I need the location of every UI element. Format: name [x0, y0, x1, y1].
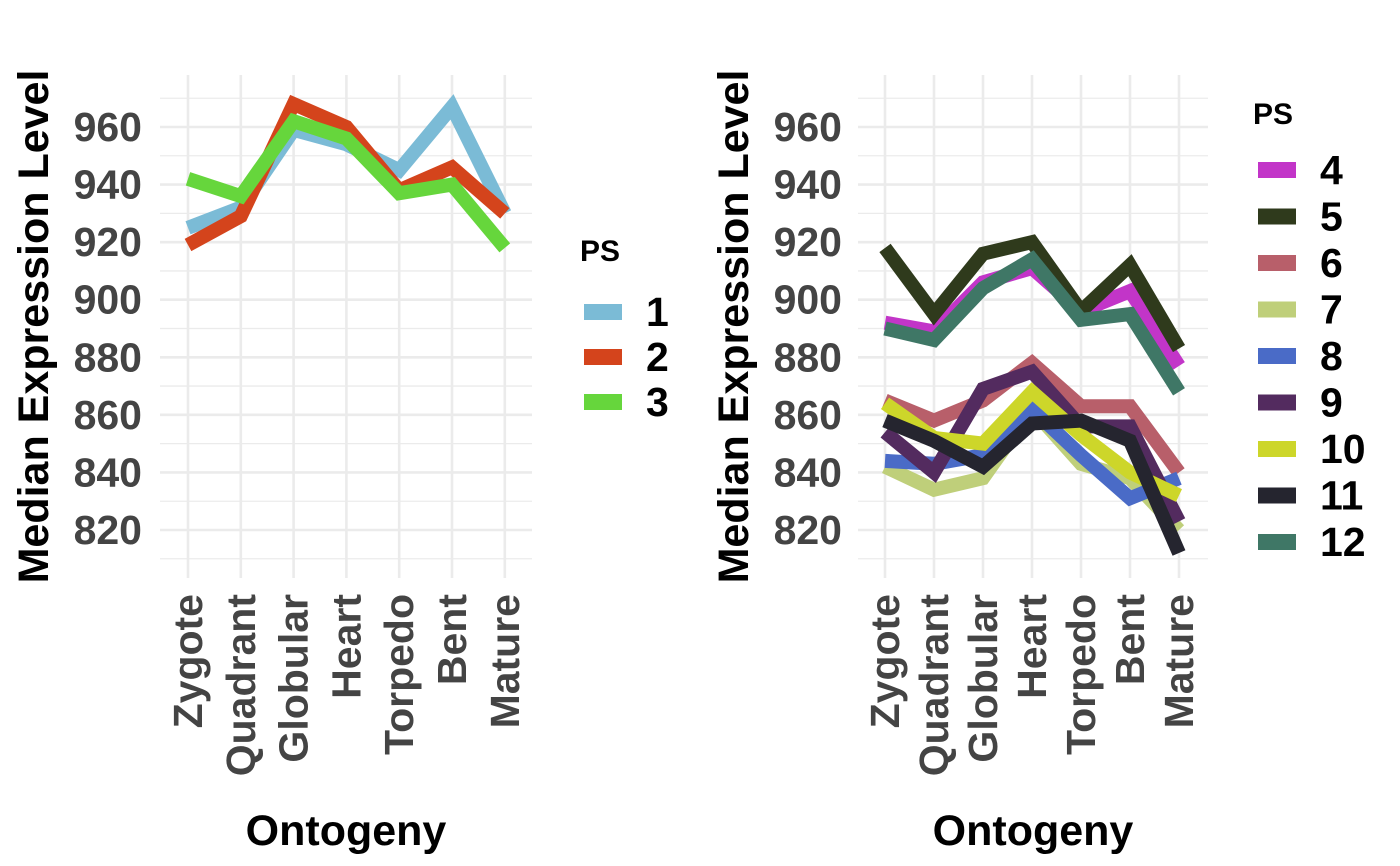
x-tick-label: Mature	[1156, 594, 1202, 728]
y-tick-label: 860	[774, 392, 842, 438]
legend-label: 3	[646, 379, 669, 425]
x-tick-label: Heart	[323, 594, 369, 699]
legend-label: 2	[646, 334, 669, 380]
legend-label: 8	[1320, 333, 1343, 379]
legend-label: 6	[1320, 240, 1343, 286]
legend-label: 1	[646, 289, 669, 335]
legend-label: 5	[1320, 194, 1343, 240]
chart-panel-2: 820 840 860 880 900 920 940 960 Zygote Quadrant Gl…	[710, 70, 1366, 855]
y-tick-label: 920	[774, 219, 842, 265]
y-tick-label: 940	[74, 162, 142, 208]
y-axis-title: Median Expression Level	[10, 70, 58, 584]
legend-key-ps-1	[584, 304, 622, 320]
legend-key-ps-6	[1258, 255, 1296, 271]
legend-label: 10	[1320, 426, 1366, 472]
legend-key-ps-12	[1258, 534, 1296, 550]
y-tick-label: 880	[74, 334, 142, 380]
series-line-ps-6	[882, 353, 1185, 477]
y-tick-label: 840	[774, 449, 842, 495]
x-tick-label: Zygote	[165, 594, 211, 728]
y-tick-label: 900	[774, 277, 842, 323]
x-tick-label: Quadrant	[218, 594, 264, 777]
legend-key-ps-3	[584, 394, 622, 410]
legend-label: 12	[1320, 519, 1366, 565]
legend-key-ps-9	[1258, 394, 1296, 411]
x-tick-label: Mature	[482, 594, 528, 728]
series-line-ps-3	[185, 112, 511, 253]
x-tick-label: Bent	[429, 594, 475, 685]
legend: PS 123	[580, 235, 669, 425]
legend-label: 4	[1320, 147, 1343, 193]
x-tick-label: Globular	[960, 594, 1006, 763]
x-tick-label: Zygote	[862, 594, 908, 728]
x-axis-title: Ontogeny	[933, 807, 1134, 855]
series-line-ps-5	[879, 234, 1186, 353]
y-tick-label: 860	[74, 392, 142, 438]
chart-panel-1: 820 840 860 880 900 920 940 960 Zygote Quadrant Gl…	[10, 70, 669, 855]
x-tick-label: Quadrant	[911, 594, 957, 777]
legend-key-ps-8	[1258, 348, 1296, 364]
legend-title: PS	[580, 235, 620, 268]
legend-key-ps-4	[1258, 162, 1296, 178]
legend-key-ps-10	[1258, 441, 1296, 457]
y-tick-label: 820	[74, 507, 142, 553]
y-tick-label: 820	[774, 507, 842, 553]
legend-key-ps-11	[1258, 487, 1296, 504]
x-axis-title: Ontogeny	[246, 807, 447, 855]
legend-label: 11	[1320, 473, 1363, 519]
x-tick-label: Torpedo	[1058, 594, 1104, 755]
y-tick-label: 960	[774, 104, 842, 150]
legend-label: 7	[1320, 287, 1343, 333]
y-tick-label: 900	[74, 277, 142, 323]
y-tick-label: 880	[774, 334, 842, 380]
series-line-ps-12	[883, 250, 1185, 396]
x-tick-label: Bent	[1107, 594, 1153, 685]
legend-title: PS	[1253, 98, 1293, 131]
series-line-ps-11	[882, 413, 1186, 556]
y-tick-label: 840	[74, 449, 142, 495]
series-line-ps-2	[184, 94, 510, 252]
x-tick-label: Torpedo	[376, 594, 422, 755]
series-line-ps-9	[880, 363, 1186, 525]
legend-label: 9	[1320, 380, 1343, 426]
y-tick-label: 960	[74, 104, 142, 150]
x-tick-label: Heart	[1009, 594, 1055, 699]
y-tick-label: 940	[774, 162, 842, 208]
y-tick-label: 920	[74, 219, 142, 265]
legend-key-ps-2	[584, 349, 622, 365]
legend-key-ps-7	[1258, 301, 1296, 318]
y-axis-title: Median Expression Level	[710, 70, 758, 584]
x-tick-label: Globular	[271, 594, 317, 763]
legend-key-ps-5	[1258, 208, 1296, 225]
